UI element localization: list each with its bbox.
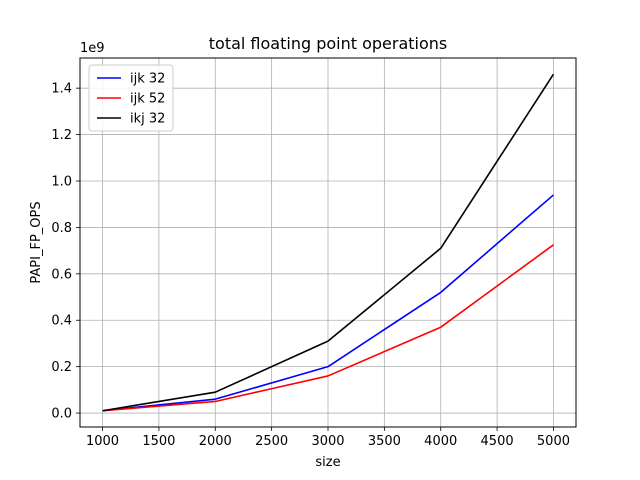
y-tick-label: 0.6 bbox=[51, 267, 72, 282]
y-tick-label: 0.8 bbox=[51, 221, 72, 236]
legend-label: ikj 32 bbox=[130, 112, 165, 127]
x-tick-label: 4000 bbox=[424, 434, 457, 449]
series-line-1 bbox=[102, 194, 554, 412]
y-tick-label: 0.0 bbox=[51, 407, 72, 422]
x-tick-label: 2500 bbox=[255, 434, 288, 449]
x-tick-label: 1000 bbox=[86, 434, 119, 449]
chart-title: total floating point operations bbox=[209, 34, 448, 53]
series-line-2 bbox=[102, 244, 554, 412]
y-tick-label: 1.2 bbox=[51, 128, 72, 143]
legend-label: ijk 32 bbox=[130, 72, 165, 87]
legend-label: ijk 52 bbox=[130, 92, 165, 107]
x-axis-label: size bbox=[315, 455, 340, 470]
y-axis-label: PAPI_FP_OPS bbox=[29, 201, 44, 283]
x-tick-label: 4500 bbox=[481, 434, 514, 449]
legend-box bbox=[88, 64, 174, 132]
x-tick-label: 2000 bbox=[199, 434, 232, 449]
y-tick-label: 1.0 bbox=[51, 175, 72, 190]
series-lines bbox=[102, 73, 555, 412]
y-tick-label: 0.2 bbox=[51, 360, 72, 375]
x-tick-label: 5000 bbox=[537, 434, 570, 449]
series-line-3 bbox=[102, 73, 555, 412]
y-tick-label: 1.4 bbox=[51, 82, 72, 97]
x-tick-label: 3500 bbox=[368, 434, 401, 449]
y-axis-multiplier: 1e9 bbox=[80, 41, 105, 56]
x-tick-label: 3000 bbox=[311, 434, 344, 449]
legend: ijk 32 ijk 52 ikj 32 bbox=[88, 64, 174, 132]
x-tick-label: 1500 bbox=[142, 434, 175, 449]
y-axis-ticks: 0.0 0.2 0.4 0.6 0.8 1.0 1.2 1.4 bbox=[51, 82, 80, 422]
x-axis-ticks: 1000 1500 2000 2500 3000 3500 4000 4500 5000 bbox=[86, 427, 570, 449]
y-tick-label: 0.4 bbox=[51, 314, 72, 329]
